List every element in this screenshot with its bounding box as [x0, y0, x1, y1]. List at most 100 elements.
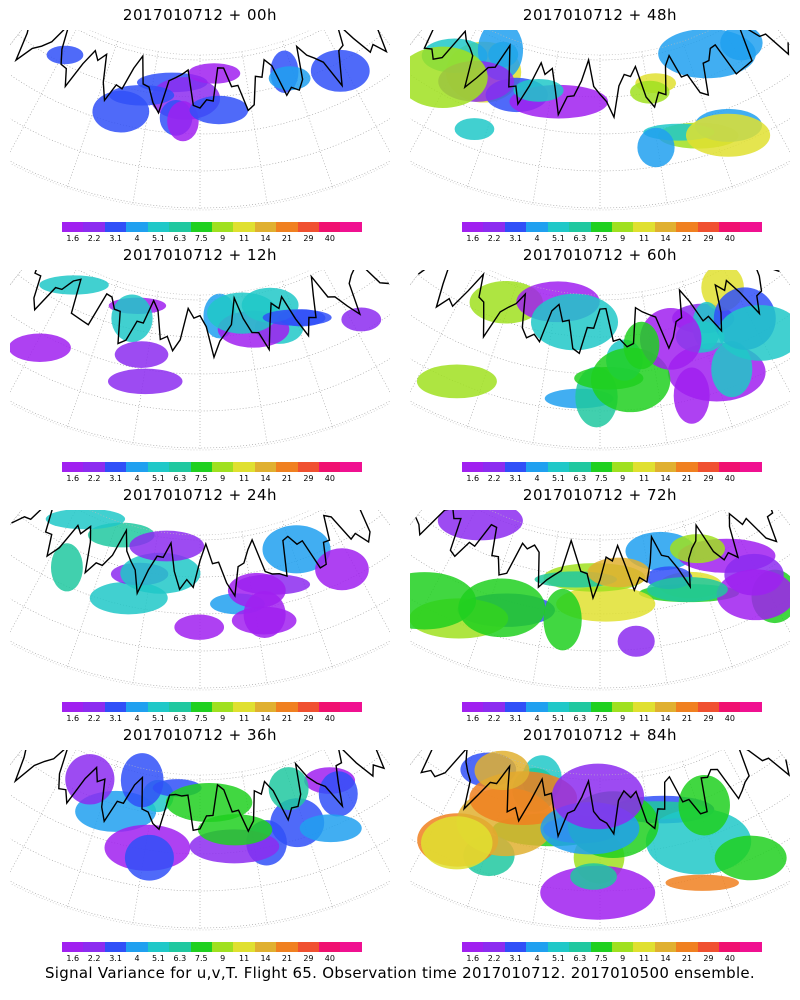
colorbar-segment [191, 462, 212, 472]
colorbar-segment [591, 222, 612, 232]
variance-region [300, 814, 362, 842]
colorbar-segment [591, 942, 612, 952]
colorbar-segment [62, 462, 83, 472]
colorbar-segment [719, 222, 740, 232]
variance-region [65, 754, 114, 804]
variance-region [647, 577, 728, 602]
colorbar-segment [319, 222, 340, 232]
colorbar-label: 7.5 [195, 954, 208, 963]
colorbar-labels: 1.6 2.2 3.1 4 5.1 6.3 7.5 9 11 14 21 29 40 [452, 954, 772, 964]
variance-map [410, 30, 790, 215]
colorbar-segment [655, 462, 676, 472]
colorbar-segment [591, 702, 612, 712]
colorbar-label: 5.1 [552, 954, 565, 963]
colorbar [462, 702, 762, 712]
longitude-line [321, 270, 390, 401]
colorbar-segment [191, 222, 212, 232]
forecast-panel: 2017010712 + 12h 1.6 2.2 3.1 4 5.1 6.3 7.5 9 11 14… [0, 240, 400, 480]
colorbar-segment [319, 462, 340, 472]
longitude-line [410, 270, 444, 364]
colorbar-segment [719, 462, 740, 472]
colorbar-segment [105, 702, 126, 712]
colorbar-segment [676, 942, 697, 952]
colorbar-segment [698, 942, 719, 952]
colorbar-segment [233, 222, 254, 232]
colorbar-segment [612, 702, 633, 712]
variance-region [417, 365, 497, 399]
colorbar [462, 942, 762, 952]
colorbar-segment [105, 942, 126, 952]
colorbar-segment [126, 702, 147, 712]
colorbar-segment [212, 222, 233, 232]
variance-region [438, 510, 523, 540]
variance-region [269, 767, 309, 810]
colorbar-segment [319, 942, 340, 952]
variance-region [670, 534, 725, 563]
variance-region [715, 836, 787, 881]
colorbar-segment [340, 462, 361, 472]
colorbar-segment [526, 942, 547, 952]
colorbar-segment [62, 222, 83, 232]
longitude-line [10, 510, 44, 604]
forecast-panel: 2017010712 + 60h 1.6 2.2 3.1 4 5.1 6.3 7.5 9 11 14… [400, 240, 800, 480]
colorbar-segment [169, 942, 190, 952]
colorbar-segment [655, 942, 676, 952]
colorbar-segment [255, 462, 276, 472]
variance-region [679, 775, 730, 835]
variance-region [674, 368, 710, 424]
variance-region [570, 863, 617, 890]
colorbar-label: 1.6 [66, 954, 79, 963]
colorbar-segment [148, 222, 169, 232]
forecast-panel: 2017010712 + 72h 1.6 2.2 3.1 4 5.1 6.3 7.5 9 11 14… [400, 480, 800, 720]
variance-map [10, 270, 390, 455]
colorbar [462, 462, 762, 472]
colorbar-label: 7.5 [595, 954, 608, 963]
colorbar-segment [255, 702, 276, 712]
colorbar-segment [83, 942, 104, 952]
colorbar-segment [548, 462, 569, 472]
colorbar-segment [612, 462, 633, 472]
colorbar-segment [298, 942, 319, 952]
colorbar-segment [505, 702, 526, 712]
colorbar-segment [505, 942, 526, 952]
colorbar-segment [676, 222, 697, 232]
colorbar-segment [169, 222, 190, 232]
variance-region [474, 751, 529, 790]
colorbar-label: 14 [660, 954, 670, 963]
colorbar-segment [676, 702, 697, 712]
forecast-panel: 2017010712 + 00h 1.6 2.2 3.1 4 5.1 6.3 7.5 9 11 14… [0, 0, 400, 240]
colorbar-segment [83, 222, 104, 232]
colorbar-label: 5.1 [152, 954, 165, 963]
colorbar-segment [633, 462, 654, 472]
colorbar-segment [298, 462, 319, 472]
variance-map [10, 750, 390, 935]
colorbar-label: 11 [639, 954, 649, 963]
latitude-line [10, 304, 390, 374]
variance-region [531, 294, 618, 351]
colorbar-segment [740, 702, 761, 712]
colorbar-segment [548, 942, 569, 952]
colorbar-segment [655, 702, 676, 712]
variance-region [10, 334, 71, 362]
variance-region [630, 81, 670, 104]
colorbar-label: 21 [282, 954, 292, 963]
variance-region [666, 875, 739, 891]
latitude-line [10, 122, 390, 208]
colorbar-segment [148, 462, 169, 472]
variance-map [410, 750, 790, 935]
variance-region [190, 96, 249, 124]
colorbar-segment [505, 222, 526, 232]
variance-region [39, 275, 108, 294]
variance-region [174, 615, 224, 640]
colorbar-segment [233, 702, 254, 712]
longitude-line [321, 30, 390, 161]
figure-caption: Signal Variance for u,v,T. Flight 65. Ob… [0, 964, 800, 982]
panel-title: 2017010712 + 12h [0, 246, 400, 264]
variance-region [543, 589, 581, 650]
colorbar-segment [591, 462, 612, 472]
colorbar-segment [340, 222, 361, 232]
colorbar-label: 40 [725, 954, 735, 963]
variance-region [315, 548, 369, 590]
colorbar-segment [255, 222, 276, 232]
variance-region [341, 308, 381, 332]
